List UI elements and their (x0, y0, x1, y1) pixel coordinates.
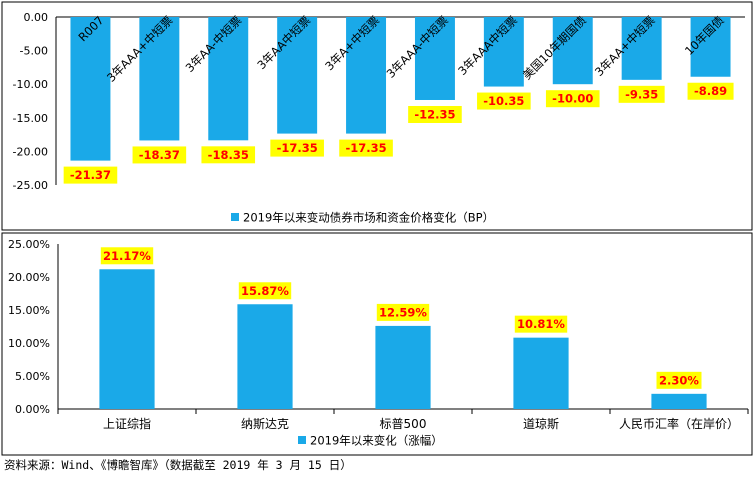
data-label-bg (132, 146, 187, 164)
data-label-bg (687, 82, 734, 100)
data-label-bg (339, 139, 393, 157)
bar (277, 17, 318, 134)
bar (552, 17, 593, 85)
y-tick-label: -20.00 (13, 145, 48, 158)
legend-swatch (231, 213, 239, 221)
data-label: 2.30% (659, 373, 699, 387)
bar (70, 17, 111, 161)
data-label: -21.37 (70, 168, 111, 182)
bar (513, 337, 569, 409)
y-tick-label: 0.00 (24, 11, 49, 24)
category-label: 人民币汇率（在岸价） (619, 416, 739, 431)
y-tick-label: 0.00% (15, 403, 50, 416)
category-label: 标普500 (380, 417, 427, 431)
y-tick-label: 15.00% (8, 304, 50, 317)
y-tick-label: -15.00 (13, 112, 48, 125)
bar (346, 17, 387, 134)
data-label-bg (408, 105, 462, 123)
y-tick-label: 25.00% (8, 238, 50, 251)
category-label: 上证综指 (103, 416, 151, 431)
data-label: 12.59% (379, 305, 427, 319)
bar (414, 17, 455, 100)
y-tick-label: -5.00 (20, 45, 48, 58)
y-tick-label: -25.00 (13, 179, 48, 192)
legend-label: 2019年以来变化（涨幅） (310, 434, 443, 448)
data-label: -8.89 (694, 84, 727, 98)
bar (375, 325, 431, 409)
data-label-bg (656, 371, 702, 389)
source-note: 资料来源：Wind、《博瞻智库》（数据截至 2019 年 3 月 15 日） (4, 458, 352, 472)
data-label-bg (100, 247, 154, 265)
data-label: -18.37 (139, 148, 180, 162)
y-tick-label: 5.00% (15, 370, 50, 383)
y-tick-label: 10.00% (8, 337, 50, 350)
legend-label: 2019年以来变动债券市场和资金价格变化（BP） (243, 211, 494, 225)
data-label-bg (514, 315, 568, 333)
bar (208, 17, 249, 141)
data-label-bg (270, 139, 324, 157)
data-label: -17.35 (277, 141, 318, 155)
data-label: 15.87% (241, 284, 289, 298)
data-label: -18.35 (208, 148, 249, 162)
data-label: -10.35 (483, 94, 524, 108)
data-label-bg (238, 282, 292, 300)
bar (139, 17, 180, 141)
data-label-bg (201, 146, 256, 164)
y-tick-label: 20.00% (8, 271, 50, 284)
bar (483, 17, 524, 87)
data-label: -17.35 (345, 141, 386, 155)
bar (237, 304, 293, 409)
data-label-bg (618, 85, 665, 103)
bond-change-chart: 0.00-5.00-10.00-15.00-20.00-25.00R007-21… (1, 1, 753, 231)
data-label-bg (376, 303, 430, 321)
category-label: 纳斯达克 (241, 417, 289, 431)
bar (99, 269, 155, 409)
data-label-bg (477, 92, 531, 110)
data-label: -9.35 (625, 87, 658, 101)
y-tick-label: -10.00 (13, 78, 48, 91)
data-label-bg (545, 90, 600, 108)
category-label: 道琼斯 (523, 416, 559, 431)
bar (690, 17, 731, 77)
bar (621, 17, 662, 80)
data-label-bg (63, 166, 118, 184)
bar (651, 393, 707, 409)
data-label: -12.35 (414, 107, 455, 121)
data-label: -10.00 (552, 92, 593, 106)
data-label: 10.81% (517, 317, 565, 331)
market-change-chart: 0.00% 5.00% 10.00% 15.00% 20.00% 25.00% 上证综指 21… (1, 232, 753, 456)
legend-swatch (298, 436, 306, 444)
data-label: 21.17% (103, 249, 151, 263)
